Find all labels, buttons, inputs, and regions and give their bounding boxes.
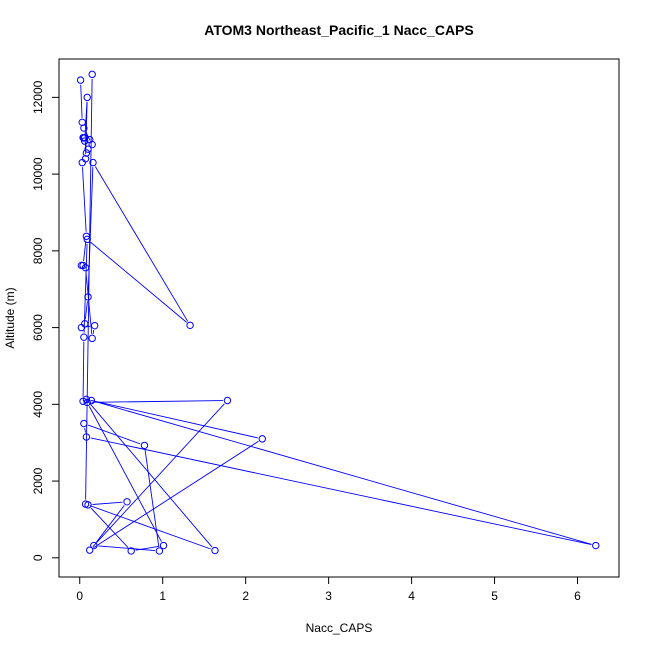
series-segment xyxy=(84,427,87,433)
series-segment xyxy=(82,167,87,232)
series-segment xyxy=(88,406,162,542)
data-point xyxy=(82,232,91,240)
series-segment xyxy=(90,399,258,439)
data-point xyxy=(223,396,232,405)
data-point xyxy=(81,320,89,328)
data-point xyxy=(83,398,91,407)
data-point xyxy=(83,93,91,102)
series-segment xyxy=(92,403,225,548)
series-segment xyxy=(88,402,213,548)
y-tick-label: 8000 xyxy=(31,237,45,264)
data-point xyxy=(84,293,92,301)
y-tick-label: 4000 xyxy=(31,391,45,418)
series-segment xyxy=(89,505,211,550)
data-point xyxy=(82,433,91,441)
series-segment xyxy=(83,243,88,333)
x-tick-label: 5 xyxy=(491,589,498,603)
x-tick-label: 1 xyxy=(159,589,166,603)
chart-title: ATOM3 Northeast_Pacific_1 Nacc_CAPS xyxy=(204,22,473,38)
data-point xyxy=(82,149,91,157)
data-point xyxy=(77,261,86,270)
data-point xyxy=(79,133,87,142)
series-segment xyxy=(83,240,87,262)
series-segment xyxy=(90,437,592,546)
series-segment xyxy=(91,400,223,403)
data-point xyxy=(211,546,219,555)
series-segment xyxy=(90,241,187,323)
data-point xyxy=(123,498,131,506)
series-segment xyxy=(87,424,141,445)
data-point xyxy=(258,435,266,443)
series-segment xyxy=(98,545,155,551)
series-segment xyxy=(95,401,592,545)
data-point xyxy=(89,158,97,167)
data-point xyxy=(186,321,194,329)
y-tick-label: 2000 xyxy=(31,467,45,494)
x-tick-label: 4 xyxy=(408,589,415,603)
data-series xyxy=(76,70,600,555)
series-segment xyxy=(96,505,125,543)
y-axis-title: Altitude (m) xyxy=(3,287,17,348)
series-segment xyxy=(82,341,85,397)
data-point xyxy=(81,264,90,272)
series-segment xyxy=(93,440,259,549)
data-point xyxy=(155,547,164,555)
series-segment xyxy=(135,545,160,551)
data-point xyxy=(87,396,96,405)
data-point xyxy=(83,235,91,244)
data-point xyxy=(78,158,86,167)
data-point xyxy=(90,321,99,330)
series-segment xyxy=(92,330,95,335)
x-tick-label: 0 xyxy=(76,589,83,603)
x-tick-label: 6 xyxy=(574,589,581,603)
data-point xyxy=(81,500,90,508)
x-tick-label: 2 xyxy=(242,589,249,603)
x-axis-title: Nacc_CAPS xyxy=(306,621,373,635)
data-point xyxy=(80,333,88,341)
series-segment xyxy=(144,449,160,547)
data-point xyxy=(88,334,96,343)
x-tick-label: 3 xyxy=(325,589,332,603)
y-tick-label: 6000 xyxy=(31,314,45,341)
data-point xyxy=(84,145,92,153)
y-tick-label: 10000 xyxy=(31,157,45,191)
data-point xyxy=(90,541,98,550)
series-segment xyxy=(84,301,88,320)
data-point xyxy=(140,441,149,450)
y-tick-label: 0 xyxy=(31,554,45,561)
series-segment xyxy=(94,166,189,322)
series-segment xyxy=(85,101,88,155)
data-point xyxy=(82,395,91,404)
data-point xyxy=(85,546,94,554)
data-point xyxy=(127,547,135,555)
data-point xyxy=(159,541,168,550)
y-axis: 0 2000 4000 6000 8000 10000 12000 xyxy=(31,80,60,561)
data-point xyxy=(592,541,600,550)
series-segment xyxy=(80,84,83,118)
y-tick-label: 12000 xyxy=(31,80,45,114)
data-point xyxy=(76,76,85,84)
data-point xyxy=(88,70,96,79)
x-axis: 0 1 2 3 4 5 6 xyxy=(76,576,581,603)
series-segment xyxy=(92,501,123,505)
data-point xyxy=(81,137,89,145)
data-point xyxy=(80,124,88,132)
data-point xyxy=(80,419,88,428)
